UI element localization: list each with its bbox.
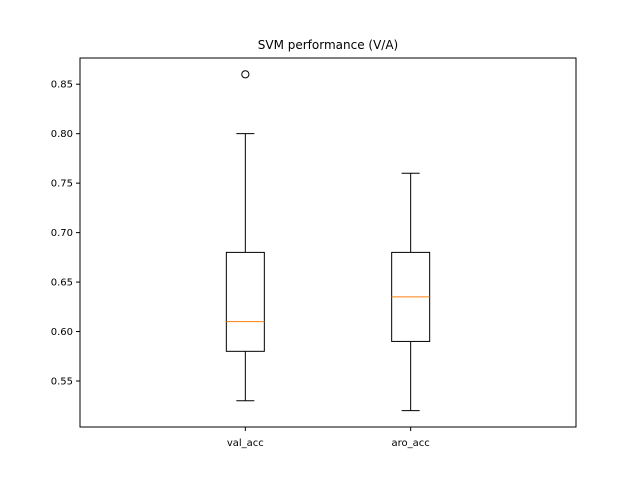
- y-tick-label: 0.65: [51, 278, 73, 289]
- x-tick-label: val_acc: [227, 438, 264, 449]
- y-tick-label: 0.60: [51, 327, 73, 338]
- chart-title: SVM performance (V/A): [258, 38, 398, 52]
- y-tick-label: 0.85: [51, 80, 73, 91]
- x-axis: val_acc aro_acc: [227, 427, 430, 449]
- plot-marks: [225, 70, 431, 412]
- outlier-point: [241, 70, 250, 79]
- y-tick-label: 0.55: [51, 376, 73, 387]
- y-tick-label: 0.80: [51, 129, 73, 140]
- y-tick-label: 0.70: [51, 228, 73, 239]
- x-tick-label: aro_acc: [392, 438, 430, 449]
- plot-frame: [79, 57, 577, 428]
- y-tick-label: 0.75: [51, 179, 73, 190]
- y-axis: 0.55 0.60 0.65 0.70 0.75 0.80 0.85: [51, 80, 80, 387]
- box-val_acc: [225, 251, 265, 352]
